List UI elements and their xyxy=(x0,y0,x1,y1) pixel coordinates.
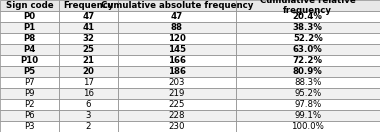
Text: 63.0%: 63.0% xyxy=(293,45,323,54)
Bar xyxy=(236,110,380,121)
Text: 80.9%: 80.9% xyxy=(293,67,323,76)
Bar xyxy=(59,55,118,66)
Bar xyxy=(0,77,59,88)
Text: 88: 88 xyxy=(171,23,183,32)
Text: Cumulative absolute frequency: Cumulative absolute frequency xyxy=(101,1,253,10)
Text: P8: P8 xyxy=(23,34,36,43)
Text: 225: 225 xyxy=(168,100,185,109)
Bar xyxy=(0,55,59,66)
Text: 21: 21 xyxy=(82,56,94,65)
Bar xyxy=(59,99,118,110)
Bar xyxy=(59,77,118,88)
Bar xyxy=(0,33,59,44)
Text: 72.2%: 72.2% xyxy=(293,56,323,65)
Text: 120: 120 xyxy=(168,34,186,43)
Text: 99.1%: 99.1% xyxy=(294,111,321,120)
Text: Frequency: Frequency xyxy=(63,1,114,10)
Text: P5: P5 xyxy=(24,67,35,76)
Bar xyxy=(118,99,236,110)
Text: 52.2%: 52.2% xyxy=(293,34,323,43)
Bar xyxy=(118,77,236,88)
Text: 20: 20 xyxy=(82,67,94,76)
Text: Cumulative relative frequency: Cumulative relative frequency xyxy=(260,0,356,15)
Bar xyxy=(118,22,236,33)
Text: P9: P9 xyxy=(24,89,35,98)
Bar xyxy=(0,121,59,132)
Bar xyxy=(0,110,59,121)
Text: 47: 47 xyxy=(171,12,183,21)
Bar xyxy=(118,11,236,22)
Text: 186: 186 xyxy=(168,67,186,76)
Bar xyxy=(236,121,380,132)
Text: 6: 6 xyxy=(86,100,91,109)
Bar xyxy=(236,88,380,99)
Text: 41: 41 xyxy=(82,23,94,32)
Text: 145: 145 xyxy=(168,45,186,54)
Text: 88.3%: 88.3% xyxy=(294,78,321,87)
Text: 32: 32 xyxy=(82,34,94,43)
Bar xyxy=(236,11,380,22)
Text: 166: 166 xyxy=(168,56,186,65)
Text: 219: 219 xyxy=(168,89,185,98)
Bar xyxy=(236,33,380,44)
Bar xyxy=(59,0,118,11)
Text: P7: P7 xyxy=(24,78,35,87)
Bar xyxy=(59,44,118,55)
Text: P1: P1 xyxy=(23,23,36,32)
Text: 97.8%: 97.8% xyxy=(294,100,321,109)
Bar xyxy=(0,0,59,11)
Bar xyxy=(118,55,236,66)
Bar xyxy=(236,22,380,33)
Bar xyxy=(236,44,380,55)
Bar xyxy=(0,99,59,110)
Text: 20.4%: 20.4% xyxy=(293,12,323,21)
Bar xyxy=(236,99,380,110)
Bar xyxy=(0,66,59,77)
Bar xyxy=(236,55,380,66)
Text: 16: 16 xyxy=(83,89,94,98)
Bar xyxy=(59,33,118,44)
Text: Sign code: Sign code xyxy=(6,1,53,10)
Text: 2: 2 xyxy=(86,122,91,131)
Text: P3: P3 xyxy=(24,122,35,131)
Bar xyxy=(118,88,236,99)
Bar xyxy=(118,121,236,132)
Bar xyxy=(59,22,118,33)
Text: 95.2%: 95.2% xyxy=(294,89,321,98)
Bar xyxy=(59,110,118,121)
Text: 228: 228 xyxy=(168,111,185,120)
Bar xyxy=(118,44,236,55)
Bar xyxy=(59,88,118,99)
Bar xyxy=(118,66,236,77)
Bar xyxy=(236,0,380,11)
Text: P4: P4 xyxy=(23,45,36,54)
Text: 230: 230 xyxy=(168,122,185,131)
Bar xyxy=(59,66,118,77)
Bar xyxy=(118,0,236,11)
Text: 203: 203 xyxy=(168,78,185,87)
Text: 17: 17 xyxy=(83,78,94,87)
Bar xyxy=(236,77,380,88)
Text: P10: P10 xyxy=(21,56,38,65)
Text: 25: 25 xyxy=(82,45,94,54)
Bar xyxy=(0,22,59,33)
Bar xyxy=(0,88,59,99)
Bar xyxy=(59,121,118,132)
Bar xyxy=(118,33,236,44)
Text: 100.0%: 100.0% xyxy=(291,122,324,131)
Bar xyxy=(118,110,236,121)
Text: P2: P2 xyxy=(24,100,35,109)
Bar xyxy=(0,11,59,22)
Text: P6: P6 xyxy=(24,111,35,120)
Text: 38.3%: 38.3% xyxy=(293,23,323,32)
Bar xyxy=(236,66,380,77)
Text: P0: P0 xyxy=(24,12,35,21)
Text: 47: 47 xyxy=(82,12,95,21)
Text: 3: 3 xyxy=(86,111,91,120)
Bar xyxy=(0,44,59,55)
Bar xyxy=(59,11,118,22)
